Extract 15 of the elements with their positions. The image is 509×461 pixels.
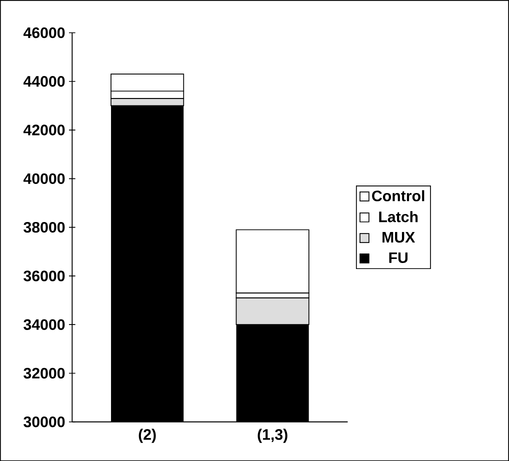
legend-label: MUX xyxy=(382,232,416,243)
legend-label: Latch xyxy=(379,211,418,222)
x-tick-label: (2) xyxy=(138,428,156,443)
legend-label: FU xyxy=(389,252,408,263)
y-tick-label: 46000 xyxy=(23,27,65,38)
y-tick-label: 44000 xyxy=(23,76,65,87)
y-tick-label: 30000 xyxy=(24,416,65,428)
y-tick-label: 40000 xyxy=(23,173,65,184)
y-tick-label: 32000 xyxy=(24,368,65,379)
y-tick-label: 36000 xyxy=(24,270,65,282)
y-tick-label: 38000 xyxy=(24,222,65,233)
legend-label: Control xyxy=(372,190,424,202)
y-tick-label: 42000 xyxy=(23,124,65,136)
y-tick-label: 34000 xyxy=(24,319,65,330)
x-tick-label: (1,3) xyxy=(258,428,288,443)
